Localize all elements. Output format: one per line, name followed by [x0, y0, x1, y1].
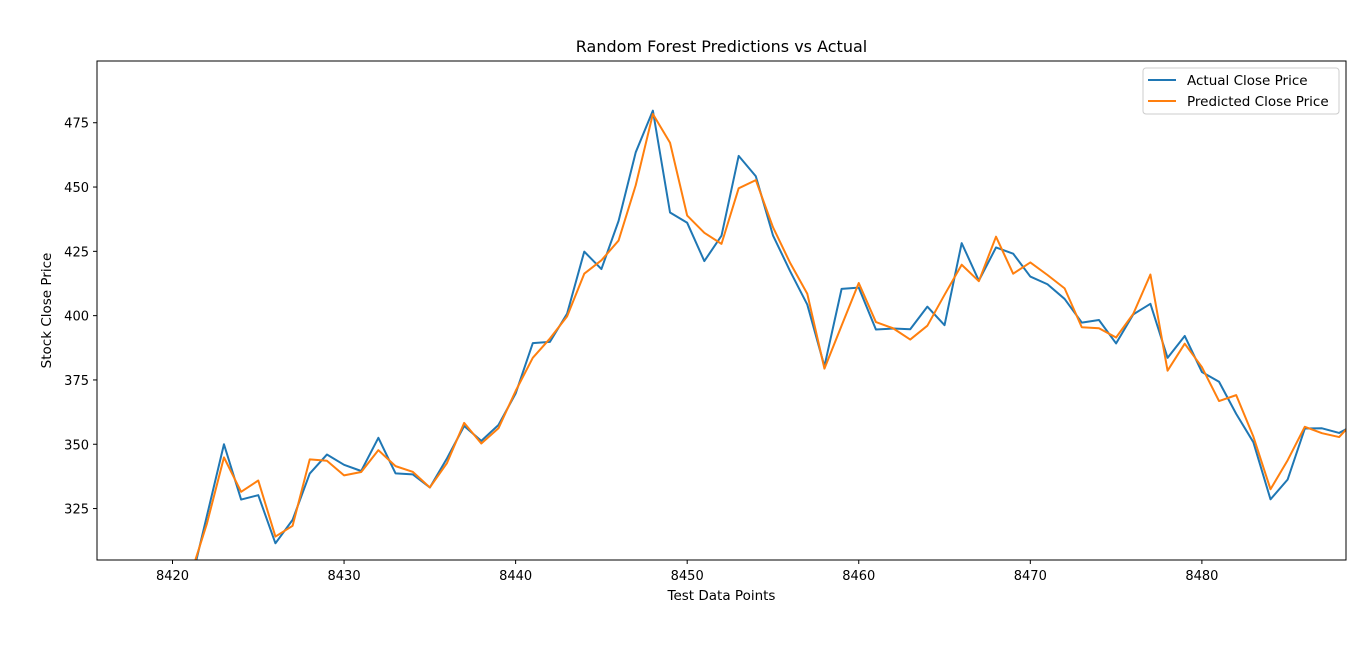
y-tick-label: 325 — [64, 503, 89, 518]
y-tick-label: 450 — [64, 181, 89, 196]
plot-frame — [96, 60, 1347, 561]
x-tick-label: 8440 — [499, 569, 532, 584]
x-tick-label: 8420 — [156, 569, 189, 584]
y-tick-label: 425 — [64, 245, 89, 260]
chart-title: Random Forest Predictions vs Actual — [576, 37, 867, 56]
legend-label: Predicted Close Price — [1187, 94, 1329, 110]
chart-legend: Actual Close Price Predicted Close Price — [1142, 67, 1340, 115]
x-axis-ticks: 8420 8430 8440 8450 8460 8470 8480 — [156, 560, 1218, 584]
y-tick-label: 475 — [64, 117, 89, 132]
x-axis-label: Test Data Points — [667, 588, 776, 604]
x-tick-label: 8480 — [1185, 569, 1218, 584]
series-line-predicted — [194, 112, 1346, 560]
y-tick-label: 375 — [64, 374, 89, 389]
axes-frame — [96, 60, 1347, 561]
x-tick-label: 8460 — [842, 569, 875, 584]
y-tick-label: 350 — [64, 438, 89, 453]
series-layer — [194, 109, 1346, 560]
x-tick-label: 8430 — [328, 569, 361, 584]
x-tick-label: 8470 — [1014, 569, 1047, 584]
legend-box — [1142, 67, 1340, 115]
y-axis-label: Stock Close Price — [39, 253, 55, 369]
x-tick-label: 8450 — [671, 569, 704, 584]
y-axis-ticks: 325 350 375 400 425 450 475 — [64, 117, 97, 518]
legend-label: Actual Close Price — [1187, 73, 1308, 89]
y-tick-label: 400 — [64, 310, 89, 325]
